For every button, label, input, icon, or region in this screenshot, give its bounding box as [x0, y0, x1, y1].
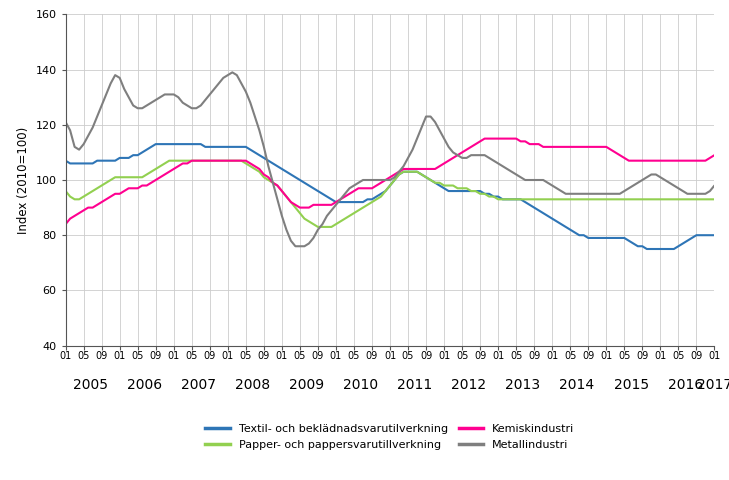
Legend: Textil- och beklädnadsvarutilverkning, Papper- och pappersvarutillverkning, Kemi: Textil- och beklädnadsvarutilverkning, P…: [206, 424, 574, 450]
Y-axis label: Index (2010=100): Index (2010=100): [17, 126, 30, 234]
